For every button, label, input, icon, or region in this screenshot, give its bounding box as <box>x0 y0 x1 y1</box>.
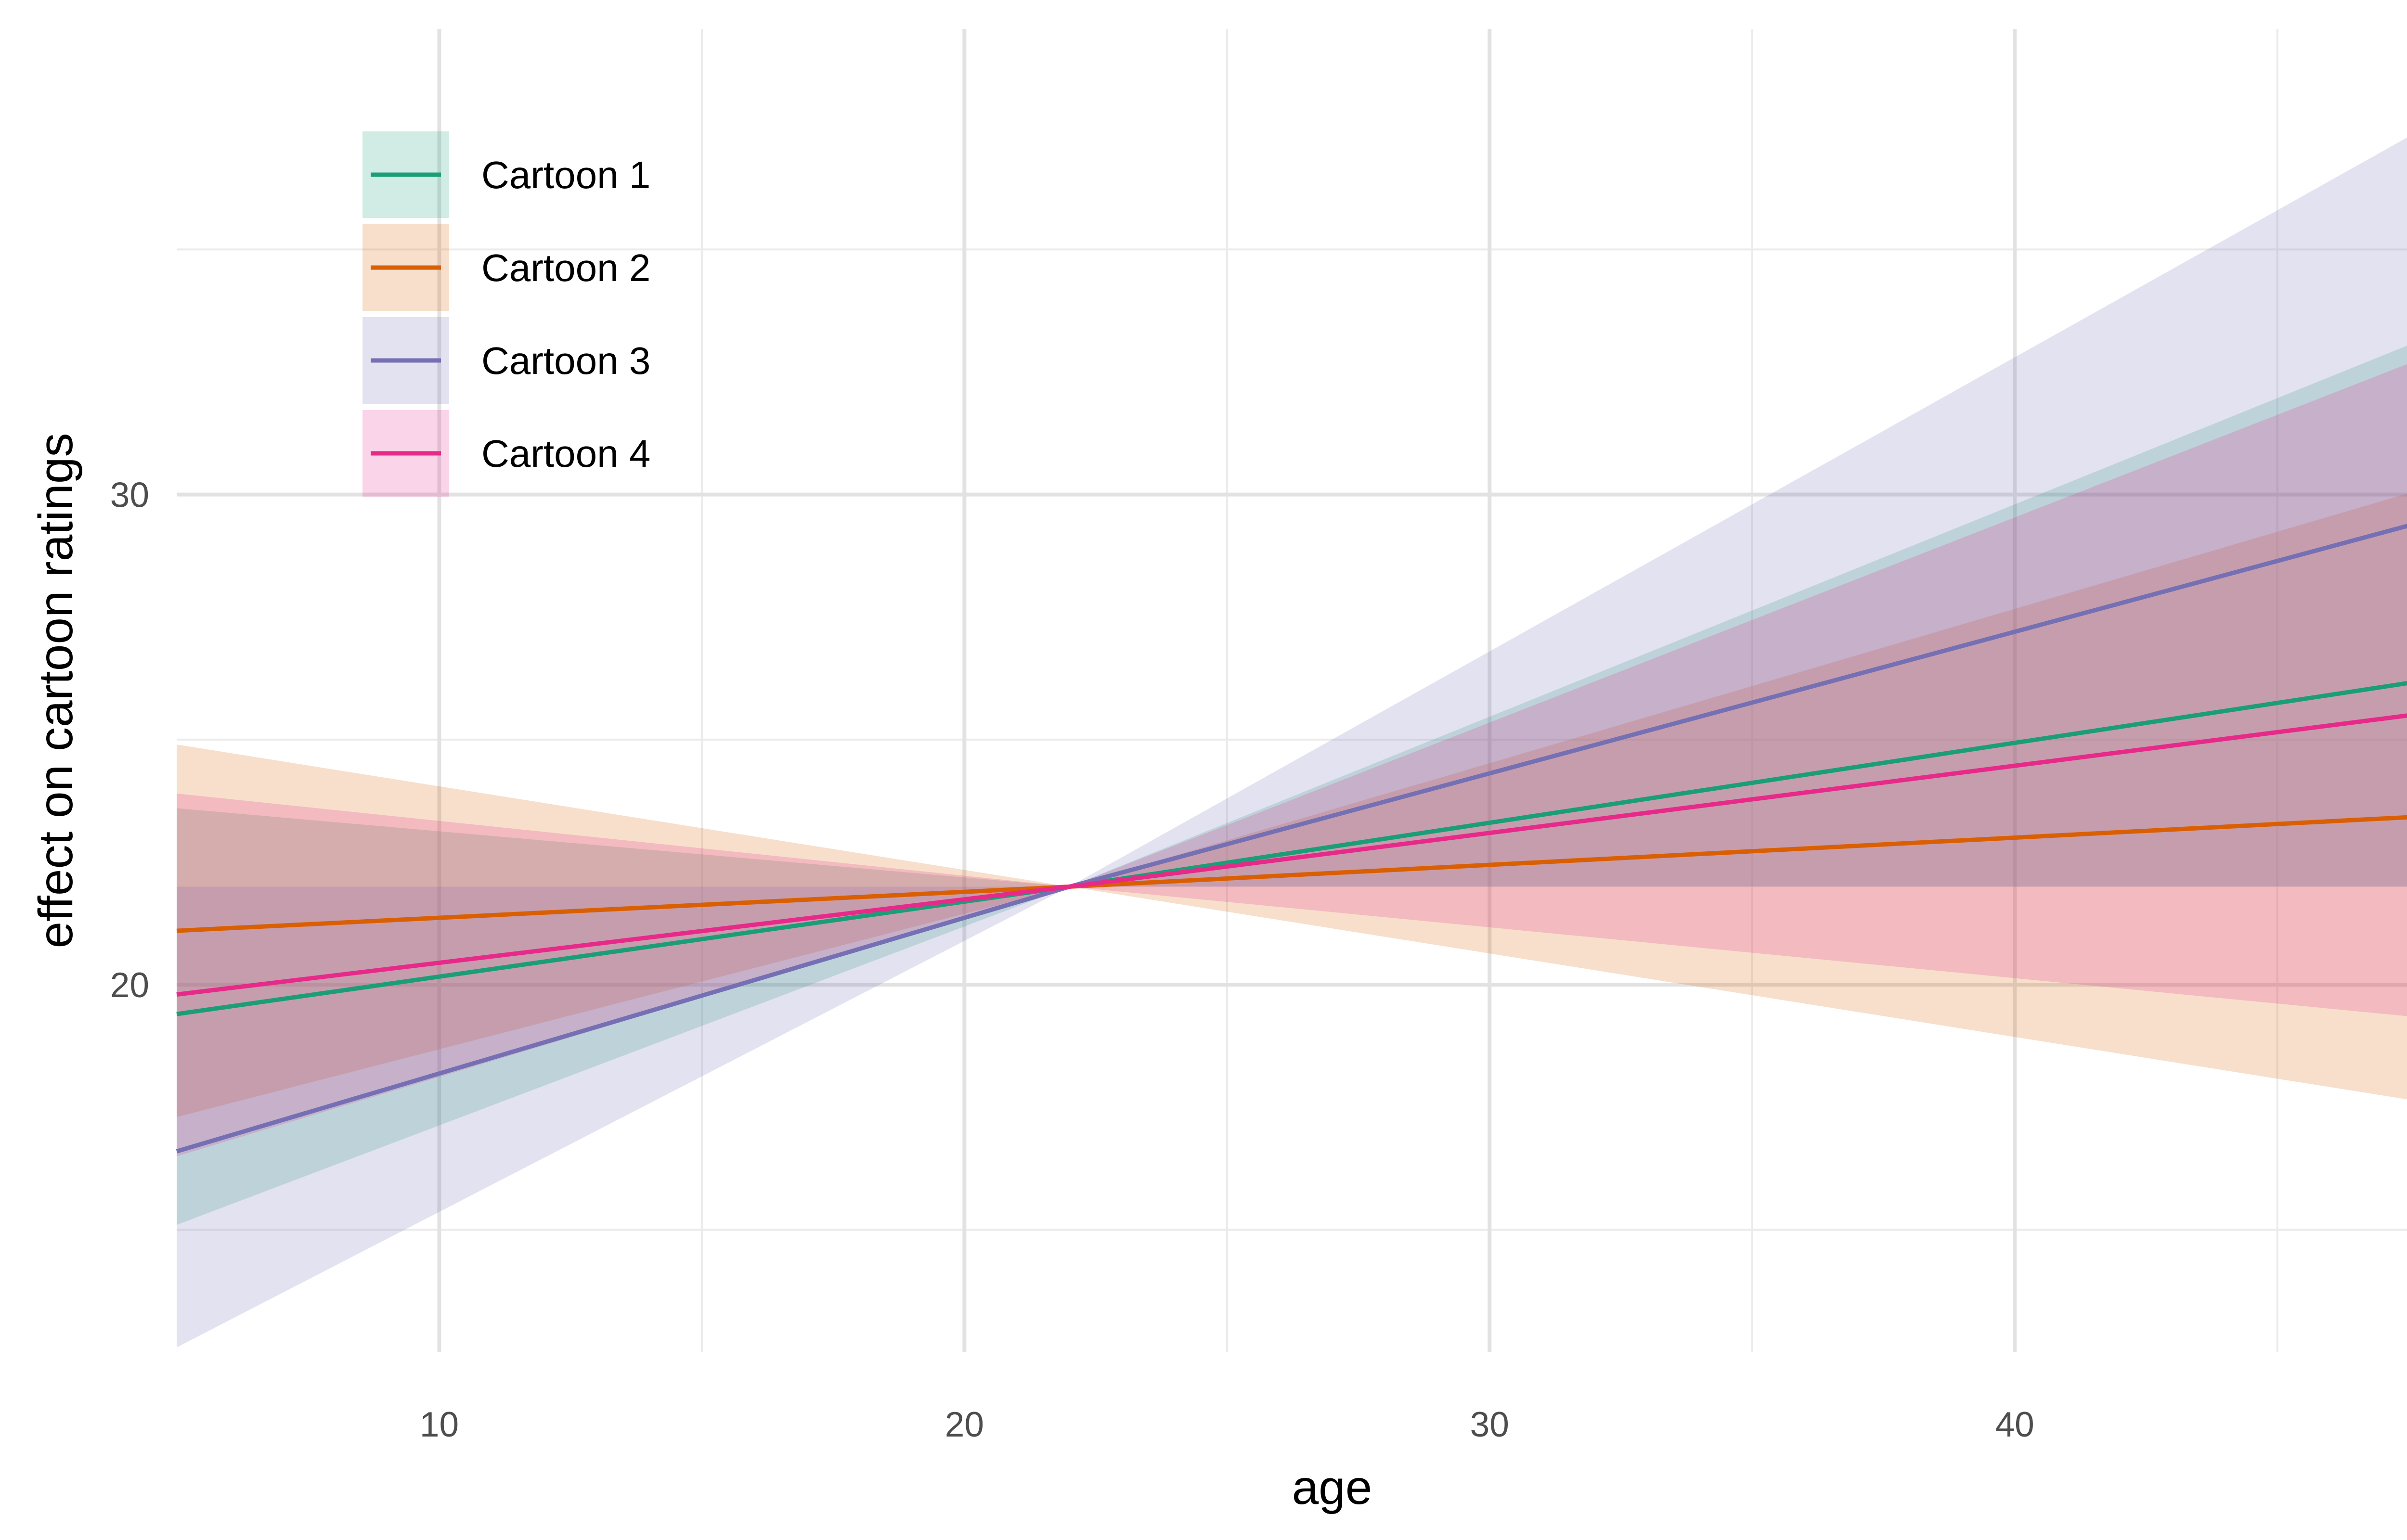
confidence-band-3 <box>177 137 2407 1348</box>
legend-label-3: Cartoon 3 <box>481 339 650 382</box>
legend-label-2: Cartoon 2 <box>481 246 650 289</box>
x-tick-label: 10 <box>420 1405 459 1444</box>
legend-label-4: Cartoon 4 <box>481 432 650 475</box>
confidence-band-4 <box>177 364 2407 1156</box>
confidence-band-2 <box>177 493 2407 1117</box>
confidence-bands <box>177 137 2407 1348</box>
x-tick-label: 30 <box>1470 1405 1509 1444</box>
confidence-band-1 <box>177 346 2407 1225</box>
y-axis-title: effect on cartoon ratings <box>29 433 83 948</box>
y-tick-label: 20 <box>110 966 149 1005</box>
grid <box>177 29 2407 1352</box>
y-tick-label: 30 <box>110 476 149 515</box>
x-axis-title: age <box>1292 1461 1372 1514</box>
legend-label-1: Cartoon 1 <box>481 154 650 196</box>
x-tick-label: 20 <box>945 1405 984 1444</box>
series-lines <box>176 524 2407 1154</box>
tick-labels: 10 20 30 40 20 30 <box>110 476 2034 1444</box>
x-tick-label: 40 <box>1995 1405 2034 1444</box>
series-line-4 <box>176 713 2407 997</box>
legend: Cartoon 1 Cartoon 2 Cartoon 3 Cartoon 4 <box>362 131 650 497</box>
